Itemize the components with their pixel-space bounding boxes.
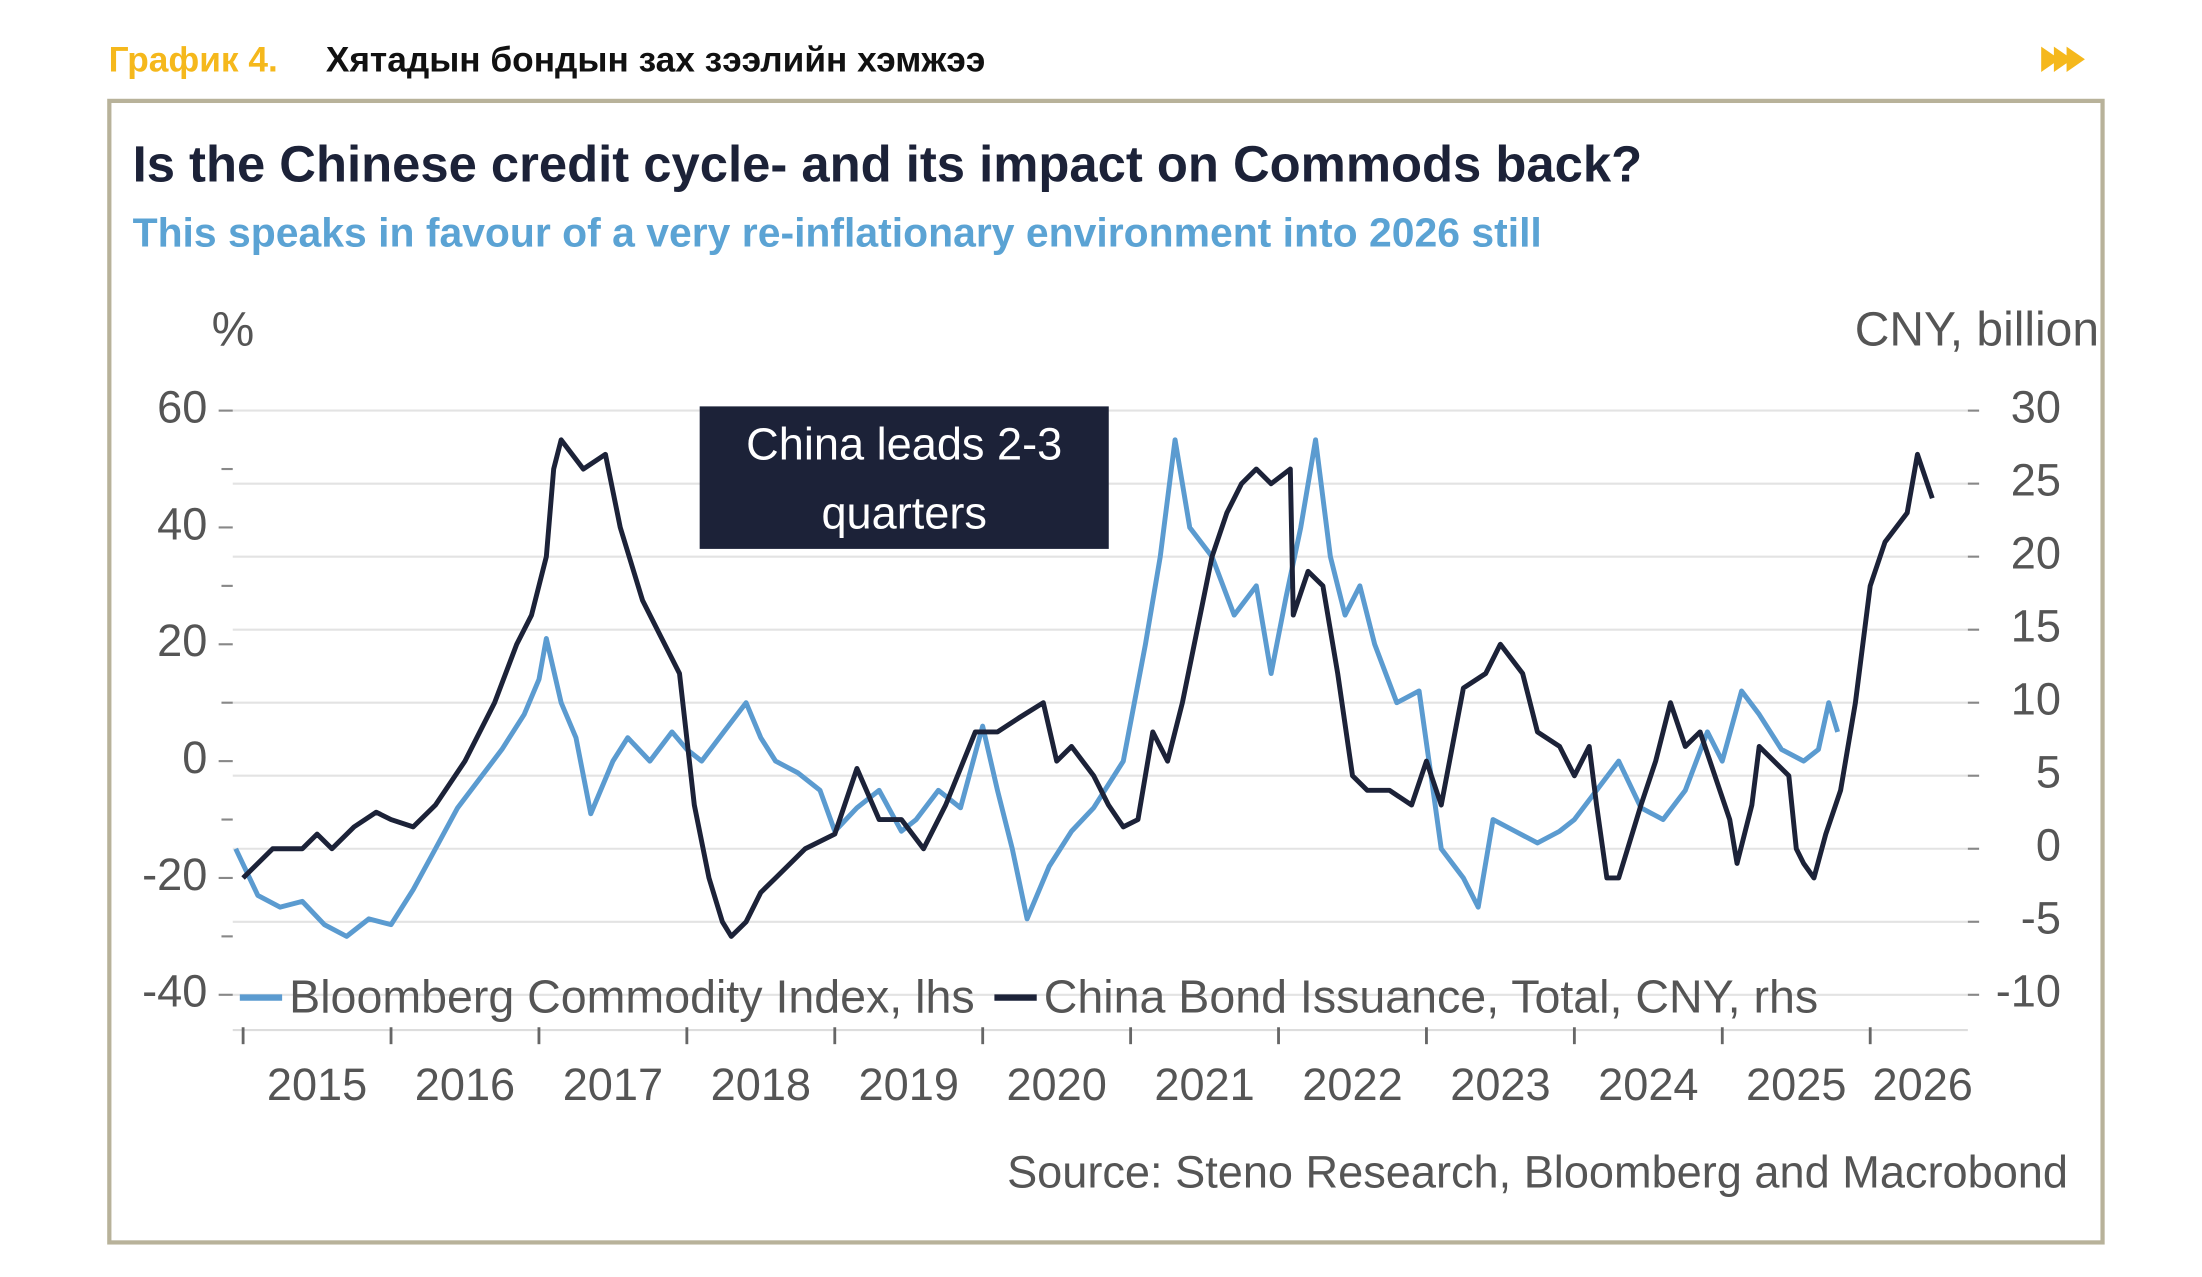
- x-tick-label: 2017: [563, 1059, 663, 1110]
- y-tick-label: 0: [182, 732, 207, 783]
- y-tick-label: 60: [157, 382, 207, 433]
- x-tick-label: 2016: [415, 1059, 515, 1110]
- chart-frame: [107, 98, 2105, 1245]
- y-tick-label: -40: [142, 966, 207, 1017]
- y-axis-label: %: [212, 304, 255, 357]
- y2-tick-label: 15: [2011, 601, 2061, 652]
- series-line: [233, 437, 1840, 939]
- x-tick-label: 2025: [1746, 1059, 1846, 1110]
- arrow-icon: [2041, 46, 2085, 72]
- series-line: [241, 437, 1935, 939]
- x-tick-label: 2024: [1598, 1059, 1698, 1110]
- legend-label: Bloomberg Commodity Index, lhs: [289, 971, 974, 1023]
- y2-tick-label: 5: [2036, 747, 2061, 798]
- y2-tick-label: 0: [2036, 820, 2061, 871]
- x-tick-label: 2026: [1873, 1059, 1973, 1110]
- y2-tick-label: -5: [2021, 893, 2061, 944]
- y-tick-label: -20: [142, 849, 207, 900]
- x-tick-label: 2023: [1450, 1059, 1550, 1110]
- x-tick-label: 2021: [1154, 1059, 1254, 1110]
- x-tick-label: 2018: [711, 1059, 811, 1110]
- x-tick-label: 2019: [859, 1059, 959, 1110]
- annotation-box: [699, 406, 1109, 549]
- x-tick-label: 2020: [1006, 1059, 1106, 1110]
- y2-tick-label: -10: [1996, 966, 2061, 1017]
- annotation: China leads 2-3 quarters: [746, 418, 1062, 538]
- y2-tick-label: 10: [2011, 674, 2061, 725]
- y2-tick-label: 20: [2011, 528, 2061, 579]
- header-label: График 4.: [109, 40, 278, 79]
- y2-tick-label: 30: [2011, 382, 2061, 433]
- source: Source: Steno Research, Bloomberg and Ma…: [1007, 1146, 2068, 1197]
- y2-tick-label: 25: [2011, 455, 2061, 506]
- chart-title: Is the Chinese credit cycle- and its imp…: [133, 135, 1643, 192]
- x-tick-label: 2015: [267, 1059, 367, 1110]
- header-title: Хятадын бондын зах зээлийн хэмжээ: [326, 40, 985, 79]
- y-tick-label: 40: [157, 498, 207, 549]
- y2-axis-label: CNY, billion: [1855, 304, 2099, 357]
- chart-subtitle: This speaks in favour of a very re-infla…: [133, 209, 1542, 255]
- legend-label: China Bond Issuance, Total, CNY, rhs: [1044, 971, 1818, 1023]
- x-tick-label: 2022: [1302, 1059, 1402, 1110]
- y-tick-label: 20: [157, 615, 207, 666]
